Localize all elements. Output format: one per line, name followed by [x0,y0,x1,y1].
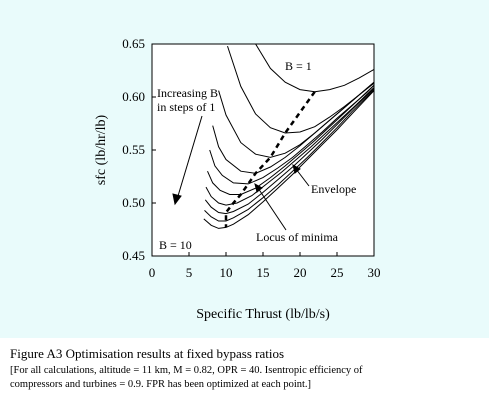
y-axis-label: sfc (lb/hr/lb) [94,114,109,185]
locus-of-minima-line [224,90,316,228]
arrow-envelope-head [292,163,301,174]
label-increasing-1: Increasing B [157,86,218,100]
plot-area [151,43,375,257]
x-axis-ticks: 0 5 10 15 20 25 30 [149,252,381,280]
series-line-b2 [227,45,375,134]
x-tick-label: 25 [331,265,344,280]
caption-note-line1: [For all calculations, altitude = 11 km,… [10,365,363,376]
label-b-top: B = 1 [285,59,312,73]
arrow-envelope [295,168,310,187]
label-envelope: Envelope [311,182,356,196]
caption-title: Figure A3 Optimisation results at fixed … [10,346,285,361]
caption-note-line2: compressors and turbines = 0.9. FPR has … [10,379,312,390]
series-line-b10 [203,90,375,229]
x-tick-label: 5 [186,265,193,280]
label-b-bottom: B = 10 [159,238,192,252]
label-locus: Locus of minima [256,230,339,244]
series-line-b6 [207,84,375,195]
series-line-b9 [204,89,375,222]
series-line-b8 [204,88,375,215]
x-tick-label: 10 [220,265,233,280]
x-tick-label: 20 [294,265,307,280]
arrow-locus [257,187,287,231]
series-line-b7 [205,87,375,206]
figure-panel: 0 5 10 15 20 25 30 0.45 0.50 0.55 0.60 0.65 Specif… [0,0,489,338]
x-tick-label: 15 [257,265,270,280]
arrow-increasing-head [172,193,182,206]
y-tick-label: 0.55 [122,142,145,157]
arrow-increasing [177,115,203,197]
y-tick-label: 0.60 [122,89,145,104]
caption-note: [For all calculations, altitude = 11 km,… [10,364,485,392]
y-tick-label: 0.50 [122,195,145,210]
figure-caption: Figure A3 Optimisation results at fixed … [10,346,485,392]
series-line-b4 [212,81,375,174]
arrow-locus-head [254,182,263,193]
series-layer [203,43,375,229]
x-axis-label: Specific Thrust (lb/lb/s) [196,307,330,322]
y-tick-label: 0.45 [122,248,145,263]
y-tick-label: 0.65 [122,36,145,51]
x-tick-label: 0 [149,265,156,280]
arrows [172,115,310,231]
x-tick-label: 30 [368,265,381,280]
chart: 0 5 10 15 20 25 30 0.45 0.50 0.55 0.60 0.65 Specif… [94,36,381,322]
y-axis-ticks: 0.45 0.50 0.55 0.60 0.65 [122,36,156,263]
locus-layer [224,90,316,228]
label-increasing-2: in steps of 1 [157,100,215,114]
